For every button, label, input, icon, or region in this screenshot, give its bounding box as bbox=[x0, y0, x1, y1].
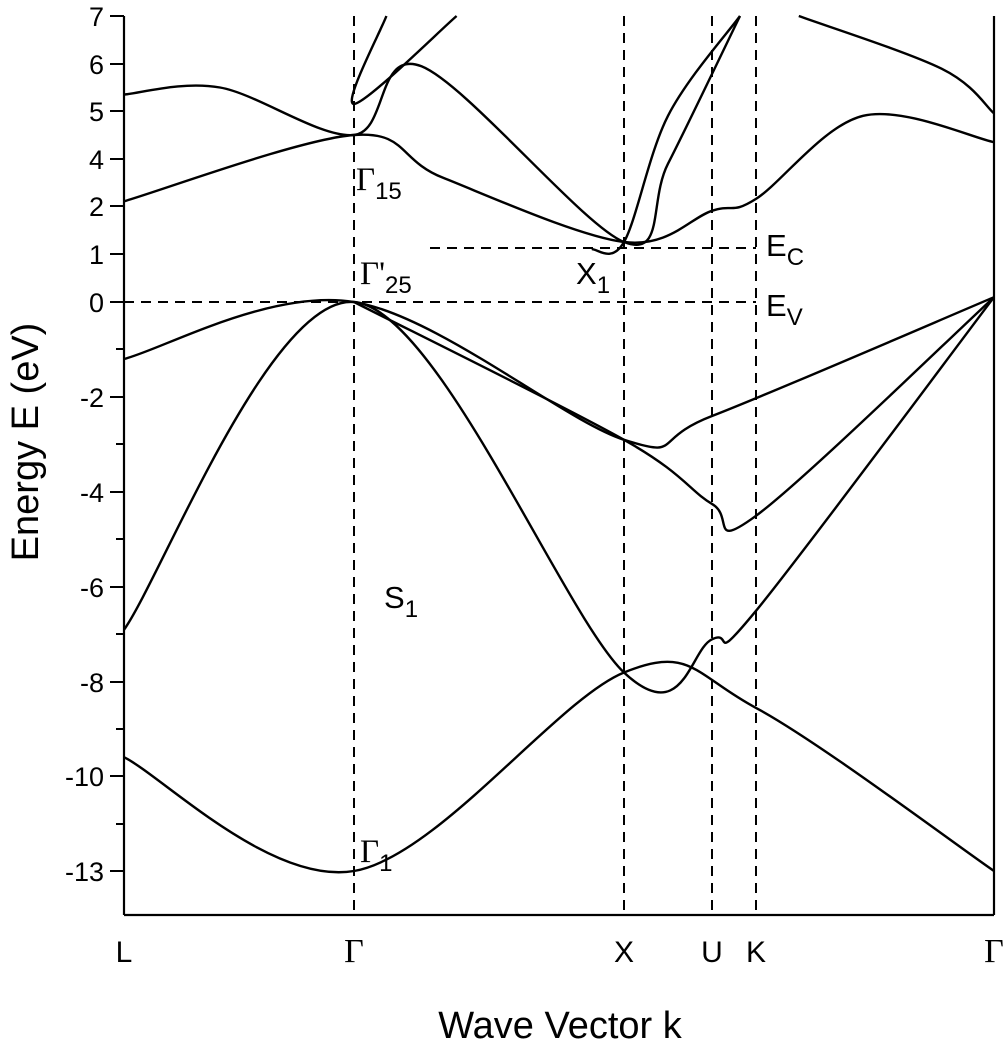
x-axis-title: Wave Vector k bbox=[438, 1005, 683, 1044]
annotation-label: Γ15 bbox=[356, 162, 402, 205]
band-curve-8 bbox=[123, 296, 995, 694]
band-curve-7 bbox=[353, 296, 995, 532]
band-annotations: Γ15 Γ'25 X1 EC EV S1 Γ1 bbox=[356, 162, 804, 877]
band-curves bbox=[123, 14, 995, 874]
band-curve-6 bbox=[123, 296, 995, 449]
band-curve-1 bbox=[123, 15, 742, 246]
y-axis: 7 6 5 4 2 1 0 -2 -4 -6 -8 -10 -13 bbox=[65, 2, 124, 887]
band-curve-2 bbox=[123, 112, 995, 244]
y-tick-label: -13 bbox=[65, 857, 104, 887]
x-tick-label: L bbox=[116, 936, 133, 969]
y-tick-label: 1 bbox=[89, 240, 104, 270]
x-tick-label: Γ bbox=[984, 933, 1004, 970]
y-tick-label: -6 bbox=[80, 573, 104, 603]
x-tick-label: Γ bbox=[344, 933, 364, 970]
annotation-label: EV bbox=[766, 288, 803, 331]
plot-frame bbox=[122, 16, 996, 917]
y-tick-label: -2 bbox=[80, 383, 104, 413]
y-tick-label: -10 bbox=[65, 762, 104, 792]
annotation-label: Γ1 bbox=[360, 834, 392, 877]
x-tick-label: U bbox=[701, 936, 723, 969]
y-tick-label: 7 bbox=[89, 2, 104, 32]
y-axis-title: Energy E (eV) bbox=[5, 323, 47, 562]
x-tick-label: K bbox=[746, 936, 766, 969]
y-tick-label: 6 bbox=[89, 50, 104, 80]
annotation-label: EC bbox=[766, 228, 804, 271]
guide-lines bbox=[124, 16, 757, 915]
annotation-label: X1 bbox=[576, 256, 610, 299]
band-curve-3 bbox=[350, 15, 458, 106]
y-tick-label: -4 bbox=[80, 478, 104, 508]
annotation-label: S1 bbox=[384, 580, 418, 623]
band-curve-9 bbox=[123, 660, 995, 874]
y-tick-label: 4 bbox=[89, 145, 104, 175]
y-tick-label: 0 bbox=[89, 288, 104, 318]
annotation-label: Γ'25 bbox=[360, 256, 412, 299]
band-curve-4 bbox=[798, 14, 995, 115]
band-curve-5 bbox=[591, 15, 741, 255]
x-tick-label: X bbox=[614, 936, 634, 969]
y-tick-label: 2 bbox=[89, 192, 104, 222]
y-tick-label: 5 bbox=[89, 97, 104, 127]
y-tick-label: -8 bbox=[80, 668, 104, 698]
